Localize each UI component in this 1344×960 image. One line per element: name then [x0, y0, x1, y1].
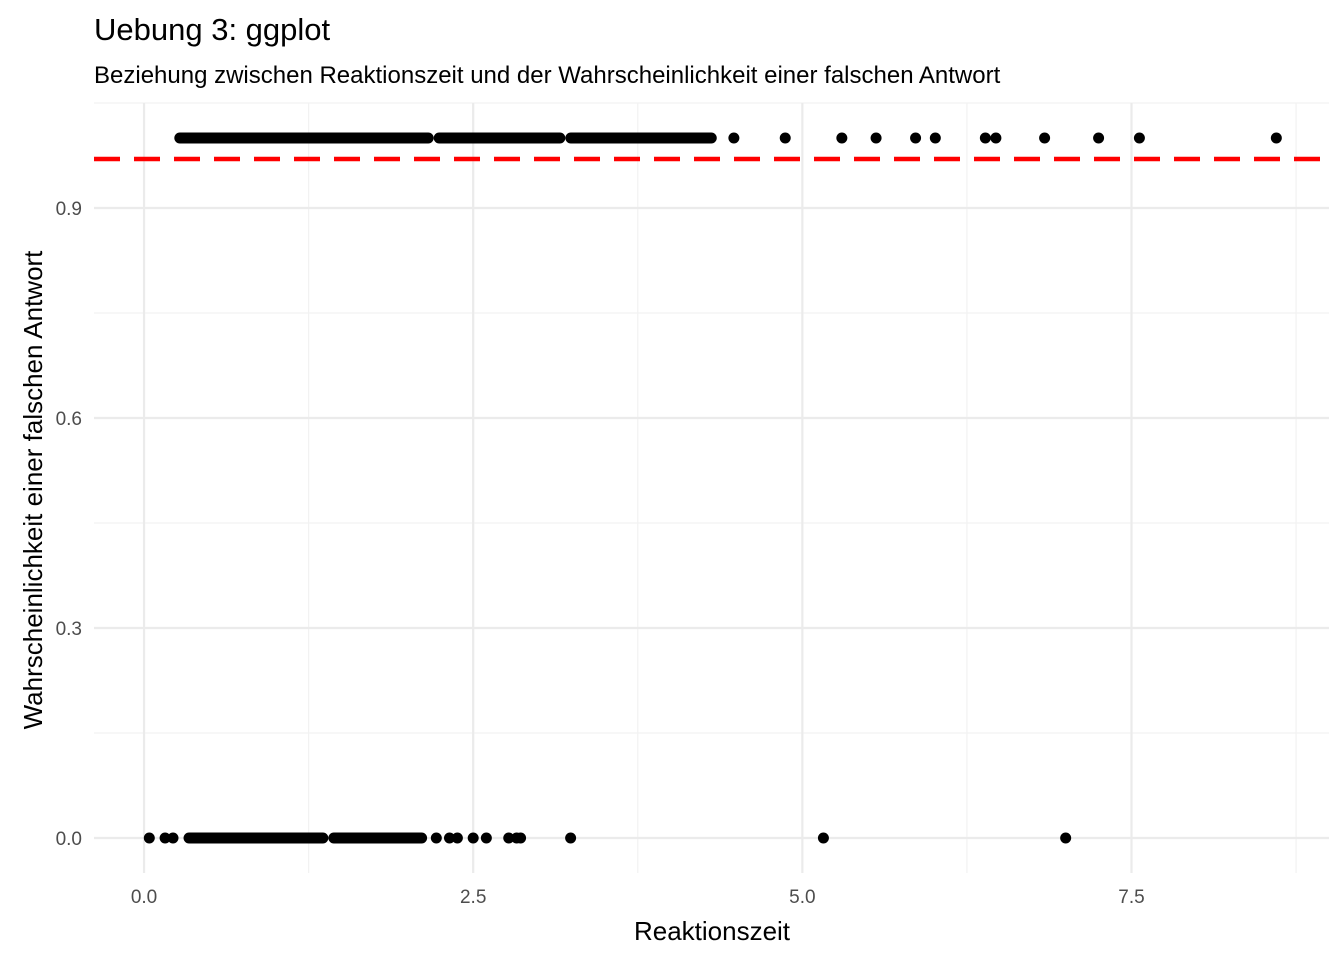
data-point	[503, 832, 515, 844]
grid	[94, 102, 1329, 873]
chart-subtitle: Beziehung zwischen Reaktionszeit und der…	[94, 62, 1001, 89]
data-point	[728, 132, 740, 144]
data-point	[167, 832, 179, 844]
x-tick-label: 5.0	[789, 887, 815, 908]
data-point	[467, 832, 479, 844]
data-point	[1270, 132, 1282, 144]
data-point	[1093, 132, 1105, 144]
data-point	[451, 832, 463, 844]
x-tick-label: 2.5	[460, 887, 486, 908]
data-point	[929, 132, 941, 144]
data-point	[515, 832, 527, 844]
data-point	[910, 132, 922, 144]
y-tick-label: 0.0	[56, 829, 82, 850]
points	[143, 132, 1282, 844]
tick-labels: 0.0 2.5 5.0 7.5 0.0 0.3 0.6 0.9	[56, 199, 1145, 908]
point-cluster	[328, 832, 428, 844]
point-cluster	[174, 132, 434, 144]
y-tick-label: 0.9	[56, 199, 82, 220]
data-point	[836, 132, 848, 144]
data-point	[143, 832, 155, 844]
data-point	[990, 132, 1002, 144]
data-point	[430, 832, 442, 844]
x-tick-label: 0.0	[131, 887, 157, 908]
data-point	[979, 132, 991, 144]
data-point	[779, 132, 791, 144]
data-point	[480, 832, 492, 844]
data-point	[1060, 832, 1072, 844]
chart-title: Uebung 3: ggplot	[94, 12, 331, 47]
y-axis-title: Wahrscheinlichkeit einer falschen Antwor…	[18, 250, 48, 730]
data-point	[817, 832, 829, 844]
data-point	[565, 832, 577, 844]
x-axis-title: Reaktionszeit	[634, 916, 791, 946]
data-point	[1133, 132, 1145, 144]
data-point	[443, 832, 455, 844]
point-cluster	[565, 132, 717, 144]
data-point	[159, 832, 171, 844]
x-tick-label: 7.5	[1118, 887, 1144, 908]
y-tick-label: 0.6	[56, 409, 82, 430]
y-tick-label: 0.3	[56, 619, 82, 640]
point-cluster	[183, 832, 329, 844]
data-point	[1039, 132, 1051, 144]
data-point	[870, 132, 882, 144]
point-cluster	[433, 132, 566, 144]
